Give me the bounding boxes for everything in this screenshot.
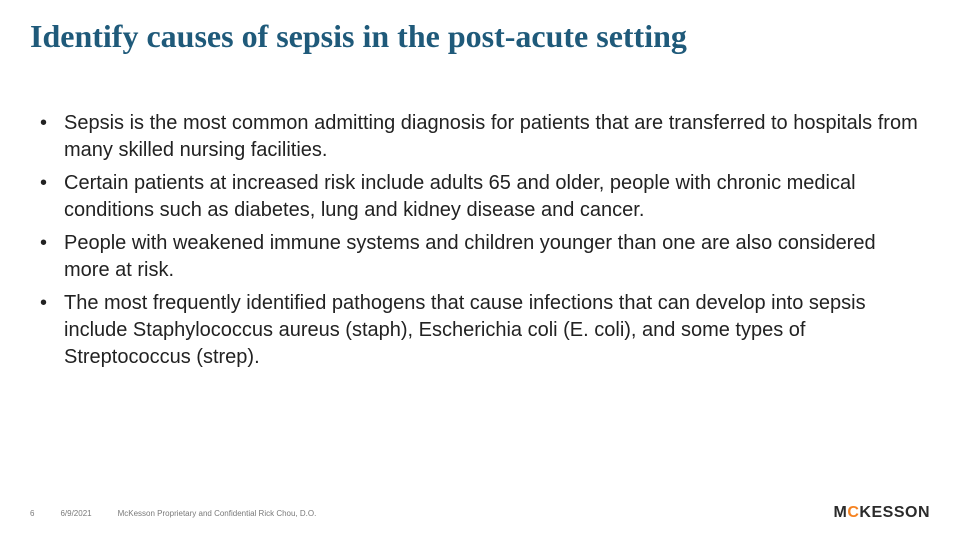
list-item: • People with weakened immune systems an… — [36, 230, 924, 284]
mckesson-logo: MCKESSON — [834, 504, 930, 522]
footer: 6 6/9/2021 McKesson Proprietary and Conf… — [30, 509, 316, 518]
bullet-list: • Sepsis is the most common admitting di… — [36, 110, 924, 377]
bullet-text: The most frequently identified pathogens… — [64, 290, 924, 371]
list-item: • Sepsis is the most common admitting di… — [36, 110, 924, 164]
bullet-text: Certain patients at increased risk inclu… — [64, 170, 924, 224]
bullet-marker: • — [36, 110, 64, 137]
logo-text-part2: C — [847, 504, 858, 522]
bullet-marker: • — [36, 230, 64, 257]
page-number: 6 — [30, 509, 34, 518]
bullet-text: People with weakened immune systems and … — [64, 230, 924, 284]
footer-confidential: McKesson Proprietary and Confidential Ri… — [118, 509, 317, 518]
footer-date: 6/9/2021 — [60, 509, 91, 518]
bullet-text: Sepsis is the most common admitting diag… — [64, 110, 924, 164]
logo-text-part3: KESSON — [859, 504, 930, 522]
bullet-marker: • — [36, 290, 64, 317]
bullet-marker: • — [36, 170, 64, 197]
slide-title: Identify causes of sepsis in the post-ac… — [30, 18, 687, 55]
logo-text-part1: M — [834, 504, 847, 522]
list-item: • Certain patients at increased risk inc… — [36, 170, 924, 224]
slide: Identify causes of sepsis in the post-ac… — [0, 0, 960, 540]
list-item: • The most frequently identified pathoge… — [36, 290, 924, 371]
